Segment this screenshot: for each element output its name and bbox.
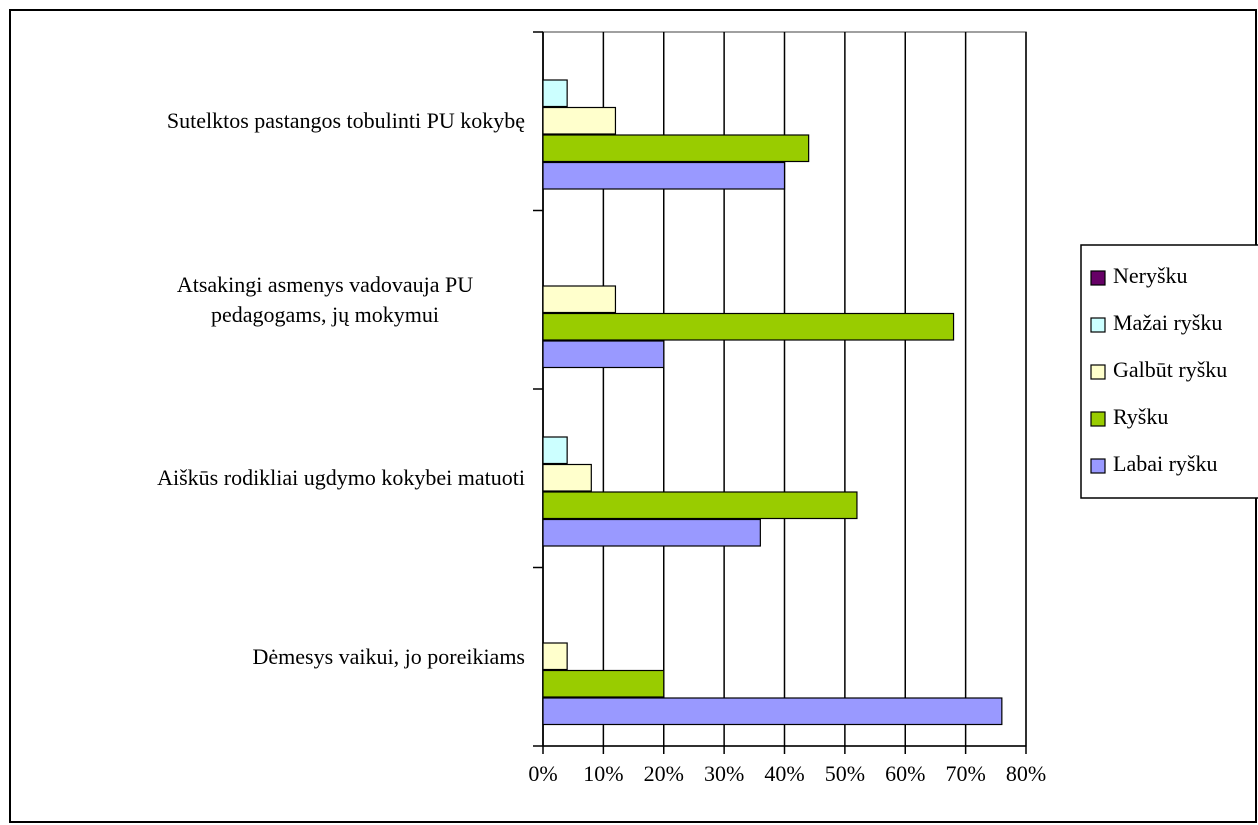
legend-label: Galbūt ryšku bbox=[1113, 357, 1227, 382]
legend-box bbox=[1080, 244, 1258, 499]
y-tick-label: Dėmesys vaikui, jo poreikiams bbox=[252, 643, 525, 669]
bar bbox=[542, 697, 1003, 726]
bar bbox=[542, 79, 568, 108]
y-tick-label: Atsakingi asmenys vadovauja PU pedagogam… bbox=[176, 271, 474, 327]
legend-label: Labai ryšku bbox=[1113, 451, 1217, 476]
bar bbox=[542, 285, 617, 314]
bar bbox=[542, 436, 568, 465]
bar bbox=[542, 340, 665, 369]
x-tick-label: 60% bbox=[885, 761, 925, 786]
bar bbox=[542, 463, 592, 492]
x-tick-label: 40% bbox=[764, 761, 804, 786]
bar bbox=[542, 491, 858, 520]
x-tick-label: 30% bbox=[704, 761, 744, 786]
legend-label: Neryšku bbox=[1113, 263, 1188, 288]
y-tick-label: Aiškūs rodikliai ugdymo kokybei matuoti bbox=[157, 465, 525, 491]
legend-swatch bbox=[1090, 411, 1106, 427]
legend-swatch bbox=[1090, 364, 1106, 380]
bar bbox=[542, 161, 786, 190]
legend-label: Mažai ryšku bbox=[1113, 310, 1222, 335]
x-tick-label: 70% bbox=[945, 761, 985, 786]
legend-swatch bbox=[1090, 458, 1106, 474]
y-tick-label: Sutelktos pastangos tobulinti PU kokybę bbox=[166, 108, 525, 134]
legend-label: Ryšku bbox=[1113, 404, 1168, 429]
x-tick-label: 80% bbox=[1006, 761, 1046, 786]
bar bbox=[542, 134, 810, 163]
legend-swatch bbox=[1090, 270, 1106, 286]
x-tick-label: 10% bbox=[583, 761, 623, 786]
bar bbox=[542, 642, 568, 671]
legend-swatch bbox=[1090, 317, 1106, 333]
x-tick-label: 0% bbox=[528, 761, 557, 786]
x-tick-label: 50% bbox=[825, 761, 865, 786]
x-tick-label: 20% bbox=[644, 761, 684, 786]
bar bbox=[542, 518, 761, 547]
bar bbox=[542, 669, 665, 698]
bar bbox=[542, 106, 617, 135]
bar bbox=[542, 312, 955, 341]
